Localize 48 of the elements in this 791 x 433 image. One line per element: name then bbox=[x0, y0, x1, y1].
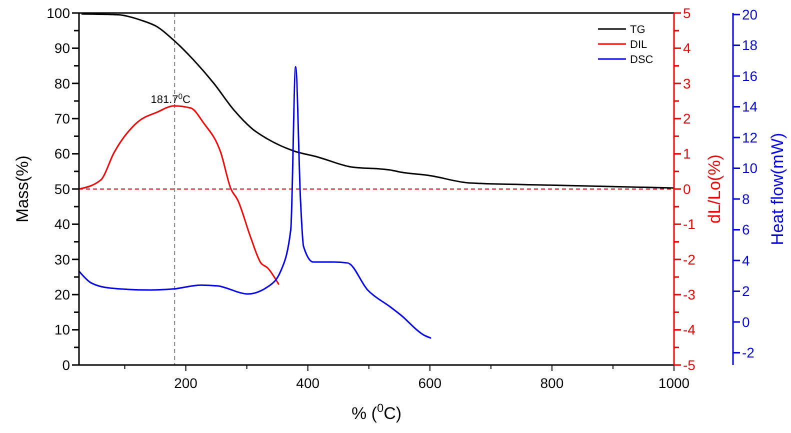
y3-tick-label: 16 bbox=[742, 68, 758, 84]
y-tick-label: 30 bbox=[54, 251, 70, 268]
y3-tick-label: 4 bbox=[742, 252, 750, 268]
legend-label: TG bbox=[630, 24, 646, 36]
line-series bbox=[78, 66, 432, 339]
y-tick-label: 0 bbox=[62, 356, 70, 373]
x-tick-label: 600 bbox=[418, 375, 442, 391]
y2-tick-label: 2 bbox=[683, 110, 691, 126]
y2-tick-label: 4 bbox=[683, 40, 691, 56]
x-tick-label: 800 bbox=[540, 375, 564, 391]
y3-tick-label: 18 bbox=[742, 37, 758, 54]
y-tick-label: 40 bbox=[54, 216, 70, 232]
y2-tick-label: 5 bbox=[683, 4, 691, 21]
y2-tick-label: -5 bbox=[683, 356, 696, 373]
y-tick-label: 60 bbox=[54, 146, 70, 162]
y3-tick-label: 6 bbox=[742, 222, 750, 238]
y2-tick-label: -2 bbox=[683, 251, 696, 268]
y-tick-label: 70 bbox=[54, 110, 70, 126]
x-axis-title: % ($^{0}$C) bbox=[351, 401, 402, 423]
legend-label: DSC bbox=[630, 54, 654, 66]
y2-tick-label: 0 bbox=[683, 180, 691, 197]
y-tick-label: 50 bbox=[54, 180, 70, 197]
y2-tick-label: 1 bbox=[683, 146, 691, 162]
y3-tick-label: 10 bbox=[742, 160, 758, 176]
y3-axis-title: Heat flow(mW) bbox=[768, 132, 787, 246]
y-tick-label: 80 bbox=[54, 75, 70, 92]
y-tick-label: 90 bbox=[54, 40, 70, 56]
y3-tick-label: 12 bbox=[742, 129, 758, 146]
y3-tick-label: 0 bbox=[742, 314, 750, 330]
y3-tick-label: -2 bbox=[742, 344, 755, 361]
y2-tick-label: -3 bbox=[683, 286, 696, 302]
y-tick-label: 100 bbox=[46, 4, 70, 21]
x-tick-label: 400 bbox=[296, 375, 320, 391]
legend-label: DIL bbox=[630, 38, 648, 51]
y-axis-title: Mass(%) bbox=[13, 155, 32, 223]
y-tick-label: 10 bbox=[54, 322, 70, 338]
y3-tick-label: 2 bbox=[742, 283, 750, 300]
x-tick-label: 1000 bbox=[658, 375, 690, 391]
y2-tick-label: 3 bbox=[683, 75, 691, 92]
y2-tick-label: -4 bbox=[683, 322, 696, 338]
y3-tick-label: 20 bbox=[742, 6, 758, 22]
x-tick-label: 200 bbox=[174, 375, 198, 391]
y2-tick-label: -1 bbox=[683, 216, 696, 232]
y-tick-label: 20 bbox=[54, 286, 70, 302]
y2-axis-title: dL/Lo(%) bbox=[705, 154, 724, 224]
y3-tick-label: 8 bbox=[742, 190, 750, 207]
annotation: 181.7$^{0}$C bbox=[150, 91, 191, 106]
y3-tick-label: 14 bbox=[742, 98, 758, 115]
